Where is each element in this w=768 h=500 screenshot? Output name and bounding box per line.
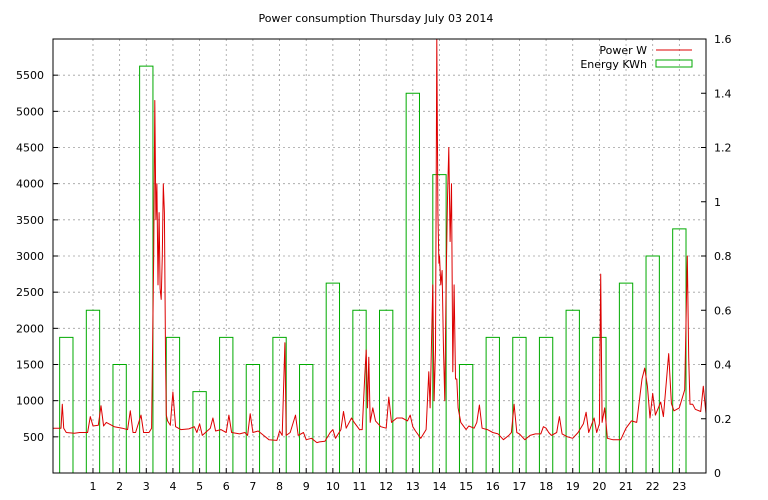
y-right-tick-label-1.6: 1.6 bbox=[714, 33, 732, 46]
x-tick-label-7: 7 bbox=[249, 480, 256, 493]
x-tick-label-19: 19 bbox=[566, 480, 580, 493]
y-right-tick-label-0.8: 0.8 bbox=[714, 250, 732, 263]
y-left-tick-label-5000: 5000 bbox=[16, 105, 44, 118]
x-tick-label-5: 5 bbox=[196, 480, 203, 493]
x-tick-label-1: 1 bbox=[89, 480, 96, 493]
x-tick-label-21: 21 bbox=[619, 480, 633, 493]
x-tick-label-23: 23 bbox=[672, 480, 686, 493]
y-left-tick-label-2000: 2000 bbox=[16, 322, 44, 335]
x-tick-label-14: 14 bbox=[432, 480, 446, 493]
chart-title: Power consumption Thursday July 03 2014 bbox=[259, 12, 494, 25]
x-tick-label-9: 9 bbox=[303, 480, 310, 493]
y-right-tick-label-1: 1 bbox=[714, 196, 721, 209]
y-right-tick-label-1.4: 1.4 bbox=[714, 87, 732, 100]
power-line-path bbox=[53, 38, 707, 444]
x-tick-label-4: 4 bbox=[169, 480, 176, 493]
x-tick-label-17: 17 bbox=[512, 480, 526, 493]
y-right-tick-label-0.4: 0.4 bbox=[714, 359, 732, 372]
y-right-tick-label-0.6: 0.6 bbox=[714, 304, 732, 317]
energy-bar-0 bbox=[59, 336, 74, 474]
x-tick-label-16: 16 bbox=[486, 480, 500, 493]
x-axis-ticks: 1 2 3 4 5 6 7 8 9 10 11 12 13 14 15 16 17 18 19 20 21 22 23 bbox=[89, 468, 686, 493]
y-left-tick-label-4500: 4500 bbox=[16, 142, 44, 155]
y-left-tick-label-4000: 4000 bbox=[16, 178, 44, 191]
legend-label-power: Power W bbox=[599, 44, 647, 57]
y-left-tick-label-2500: 2500 bbox=[16, 286, 44, 299]
y-axis-left-ticks: 500 1000 1500 2000 2500 3000 3500 4000 4500 5000 5… bbox=[16, 69, 58, 444]
legend-swatch-energy bbox=[655, 59, 693, 68]
y-left-tick-label-500: 500 bbox=[23, 431, 44, 444]
y-left-tick-label-5500: 5500 bbox=[16, 69, 44, 82]
y-right-tick-label-0: 0 bbox=[714, 467, 721, 480]
legend-label-energy: Energy KWh bbox=[580, 58, 647, 71]
x-tick-label-22: 22 bbox=[646, 480, 660, 493]
y-left-tick-label-1000: 1000 bbox=[16, 395, 44, 408]
x-tick-label-15: 15 bbox=[459, 480, 473, 493]
y-right-tick-label-1.2: 1.2 bbox=[714, 142, 732, 155]
x-tick-label-12: 12 bbox=[379, 480, 393, 493]
y-left-tick-label-3000: 3000 bbox=[16, 250, 44, 263]
y-right-tick-label-0.2: 0.2 bbox=[714, 413, 732, 426]
x-tick-label-3: 3 bbox=[143, 480, 150, 493]
x-tick-label-20: 20 bbox=[592, 480, 606, 493]
y-axis-right-ticks: 0 0.2 0.4 0.6 0.8 1 1.2 1.4 1.6 bbox=[701, 33, 732, 480]
x-tick-label-13: 13 bbox=[406, 480, 420, 493]
x-tick-label-6: 6 bbox=[223, 480, 230, 493]
x-tick-label-8: 8 bbox=[276, 480, 283, 493]
legend: Power W Energy KWh bbox=[580, 44, 693, 71]
x-tick-label-18: 18 bbox=[539, 480, 553, 493]
y-left-tick-label-3500: 3500 bbox=[16, 214, 44, 227]
power-line bbox=[53, 38, 707, 444]
y-left-tick-label-1500: 1500 bbox=[16, 359, 44, 372]
x-tick-label-2: 2 bbox=[116, 480, 123, 493]
x-tick-label-11: 11 bbox=[353, 480, 367, 493]
x-tick-label-10: 10 bbox=[326, 480, 340, 493]
